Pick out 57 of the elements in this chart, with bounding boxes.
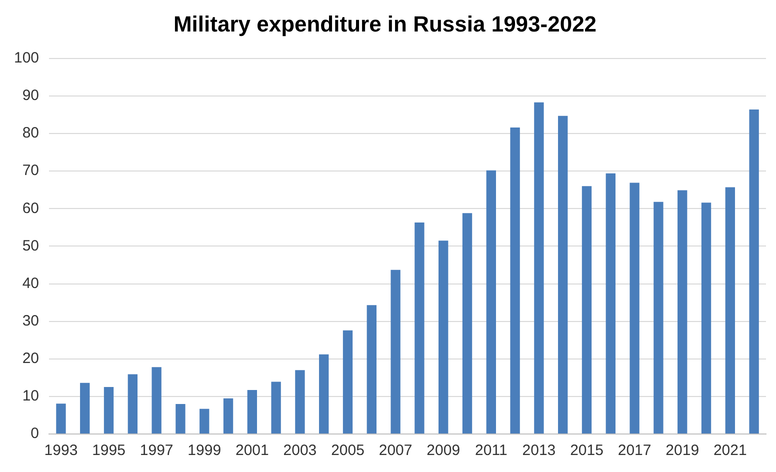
x-tick-label: 1997 [140, 442, 174, 460]
x-tick-label: 2009 [426, 442, 460, 460]
bar [462, 213, 472, 434]
bar [271, 382, 281, 434]
x-tick-label: 2017 [618, 442, 652, 460]
y-tick-label: 90 [22, 87, 40, 104]
y-tick-label: 50 [22, 237, 40, 254]
bar [104, 387, 114, 434]
x-tick-label: 2007 [378, 442, 412, 460]
bar [725, 187, 735, 434]
bar [701, 202, 712, 434]
x-tick-label: 1999 [188, 442, 222, 460]
bar [510, 128, 520, 434]
y-tick-label: 70 [22, 162, 40, 180]
bar [223, 398, 234, 434]
bar [80, 382, 90, 434]
y-tick-label: 0 [30, 425, 40, 442]
x-tick-label: 2005 [331, 442, 364, 460]
bar [558, 116, 568, 434]
bar [606, 173, 616, 434]
bar [390, 270, 400, 434]
bar [438, 240, 448, 434]
bar [414, 222, 424, 434]
y-tick-label: 80 [22, 124, 40, 142]
bar [342, 330, 353, 434]
y-tick-label: 10 [22, 388, 40, 405]
bar [152, 367, 162, 434]
bar [678, 190, 688, 434]
x-tick-label: 2013 [522, 442, 556, 460]
bar [176, 404, 186, 434]
x-tick-label: 2003 [283, 442, 317, 460]
bar [56, 404, 66, 434]
y-tick-label: 40 [22, 274, 40, 292]
x-tick-label: 2001 [235, 442, 269, 460]
bar [128, 374, 138, 434]
x-tick-label: 1995 [92, 442, 126, 460]
x-tick-label: 2015 [570, 442, 604, 460]
x-tick-label: 2019 [666, 442, 700, 460]
bar [749, 109, 759, 434]
bar [582, 186, 592, 434]
bar [247, 390, 258, 434]
bar [630, 182, 640, 434]
y-tick-label: 100 [14, 50, 40, 67]
x-tick-label: 1993 [44, 442, 78, 460]
bar [486, 170, 496, 434]
chart-title: Military expenditure in Russia 1993-2022 [173, 11, 597, 36]
bar [319, 354, 329, 434]
y-tick-label: 30 [22, 312, 40, 330]
y-tick-label: 20 [22, 350, 40, 368]
bar [534, 102, 544, 434]
bar [654, 202, 664, 434]
y-tick-label: 60 [22, 200, 40, 217]
bar [366, 305, 377, 434]
x-tick-label: 2021 [713, 442, 747, 460]
x-tick-label: 2011 [475, 442, 508, 460]
bar [200, 408, 210, 434]
bar [295, 370, 305, 434]
